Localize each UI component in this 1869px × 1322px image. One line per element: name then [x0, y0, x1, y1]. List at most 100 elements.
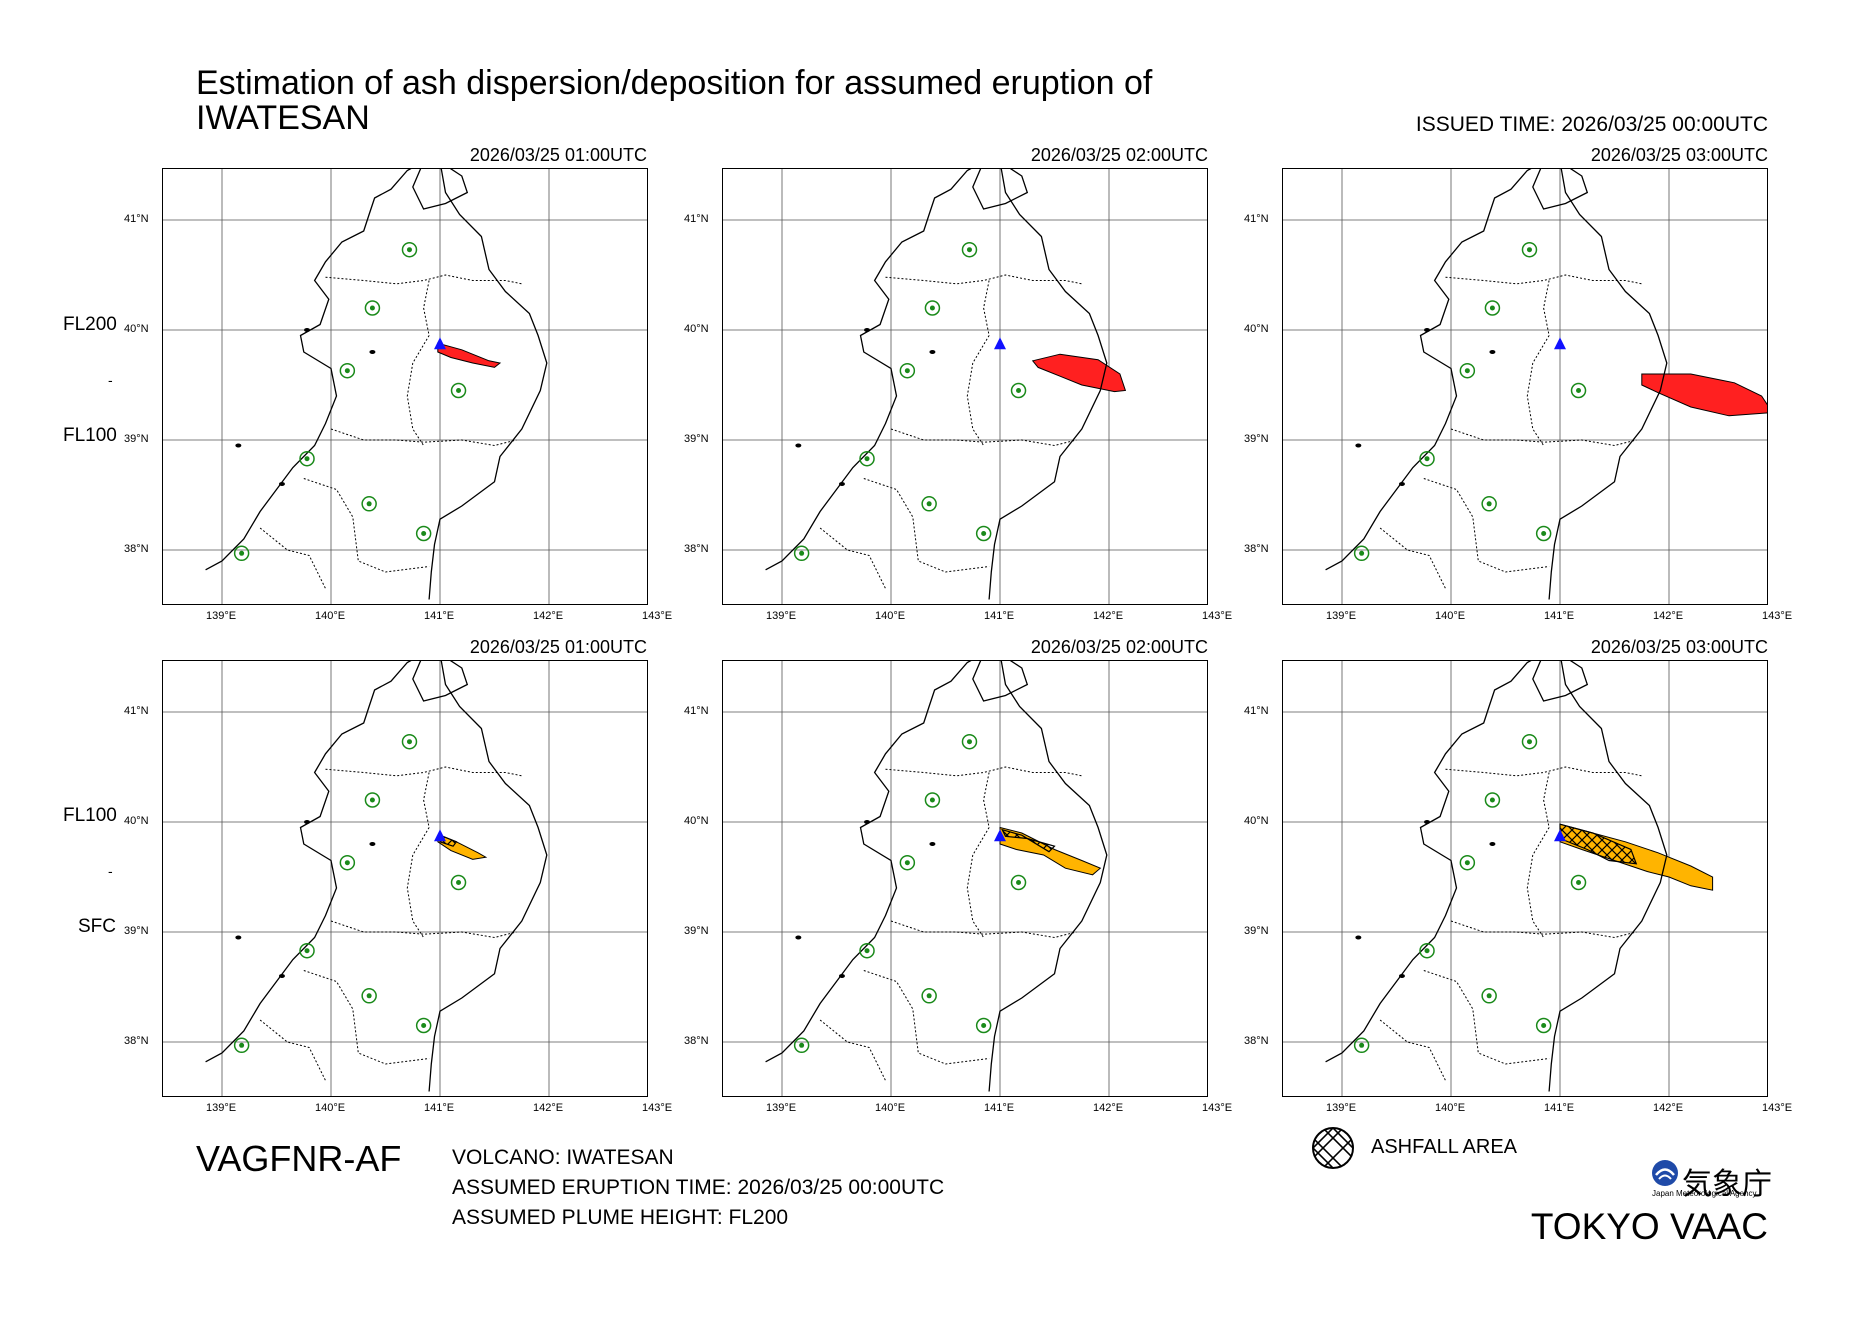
- longitude-tick-label: 141°E: [984, 1102, 1015, 1114]
- coastline: [972, 660, 1029, 702]
- island: [1355, 443, 1362, 448]
- island: [929, 842, 936, 846]
- city-marker-icon: [401, 733, 418, 750]
- prefecture-border: [1526, 772, 1550, 938]
- city-marker-dot: [1526, 739, 1532, 745]
- ash-plume-area: [437, 342, 502, 368]
- city-marker-dot: [1424, 456, 1430, 462]
- city-marker-dot: [406, 739, 412, 745]
- city-marker-dot: [369, 797, 375, 803]
- city-marker-icon: [859, 942, 875, 959]
- city-marker-icon: [1459, 362, 1476, 379]
- city-marker-icon: [1481, 496, 1497, 512]
- city-marker-dot: [1359, 550, 1365, 556]
- map-frame: [722, 168, 1208, 605]
- map-panel-r1c1: 139°E 140°E 141°E 142°E 143°E 41°N 40°N 39°N 38°…: [124, 168, 672, 622]
- issued-time: ISSUED TIME: 2026/03/25 00:00UTC: [1415, 113, 1768, 136]
- volcano-marker-icon: [1554, 337, 1566, 350]
- prefecture-border: [1423, 970, 1550, 1065]
- island: [278, 482, 285, 486]
- jma-logo-icon: [1652, 1160, 1678, 1186]
- plume-height: ASSUMED PLUME HEIGHT: FL200: [452, 1206, 789, 1229]
- city-marker-dot: [864, 948, 870, 954]
- city-marker-dot: [929, 305, 935, 311]
- city-marker-dot: [344, 368, 350, 374]
- city-marker-dot: [1486, 993, 1492, 999]
- city-marker-icon: [299, 942, 315, 959]
- panel-time-r2c3: 2026/03/25 03:00UTC: [1590, 637, 1768, 657]
- level-top-row2: FL100: [63, 805, 117, 826]
- city-marker-dot: [864, 456, 870, 462]
- longitude-tick-label: 139°E: [206, 1102, 237, 1114]
- prefecture-border: [819, 1019, 886, 1081]
- volcano-marker-icon: [994, 337, 1006, 350]
- coastline: [1532, 660, 1589, 702]
- ash-plume-area: [1641, 373, 1768, 417]
- island: [1424, 820, 1431, 824]
- island: [1398, 974, 1405, 978]
- city-marker-dot: [1464, 368, 1470, 374]
- longitude-tick-label: 139°E: [1326, 610, 1357, 622]
- city-marker-icon: [415, 525, 432, 542]
- city-marker-icon: [233, 545, 250, 562]
- ashfall-hatch-area: [1001, 828, 1056, 853]
- city-marker-icon: [415, 1017, 432, 1034]
- city-marker-icon: [961, 733, 978, 750]
- city-marker-icon: [361, 988, 377, 1004]
- ashfall-legend-label: ASHFALL AREA: [1371, 1136, 1517, 1158]
- prefecture-border: [1450, 920, 1637, 939]
- city-marker-icon: [975, 525, 992, 542]
- coastline: [765, 168, 974, 571]
- level-sep-row2: -: [108, 863, 113, 879]
- island: [929, 350, 936, 354]
- city-marker-icon: [1419, 450, 1435, 467]
- city-marker-dot: [926, 501, 932, 507]
- city-marker-icon: [1521, 733, 1538, 750]
- latitude-tick-label: 41°N: [1244, 705, 1269, 717]
- coastline: [412, 660, 469, 702]
- prefecture-border: [885, 274, 1082, 285]
- city-marker-dot: [926, 993, 932, 999]
- city-marker-icon: [1535, 525, 1552, 542]
- city-marker-dot: [799, 1042, 805, 1048]
- jma-name-jp: 気象庁: [1682, 1168, 1772, 1201]
- longitude-tick-label: 139°E: [766, 610, 797, 622]
- latitude-tick-label: 39°N: [124, 925, 149, 937]
- jma-name-en: Japan Meteorological Agency: [1652, 1189, 1757, 1198]
- prefecture-border: [330, 428, 517, 447]
- island: [864, 328, 871, 332]
- panel-time-r1c3: 2026/03/25 03:00UTC: [1590, 145, 1768, 165]
- city-marker-dot: [304, 456, 310, 462]
- city-marker-dot: [1576, 388, 1582, 393]
- longitude-tick-label: 140°E: [315, 610, 346, 622]
- volcano-marker-icon: [434, 829, 446, 842]
- island: [1355, 935, 1362, 940]
- city-marker-dot: [304, 948, 310, 954]
- city-marker-dot: [904, 860, 910, 866]
- longitude-tick-label: 142°E: [1653, 610, 1684, 622]
- city-marker-icon: [1353, 545, 1370, 562]
- latitude-tick-label: 38°N: [124, 1035, 149, 1047]
- prefecture-border: [303, 970, 430, 1065]
- longitude-tick-label: 142°E: [1653, 1102, 1684, 1114]
- map-svg-r2c2: [722, 660, 1208, 1097]
- city-marker-icon: [299, 450, 315, 467]
- prefecture-border: [1450, 428, 1637, 447]
- latitude-tick-label: 41°N: [124, 705, 149, 717]
- city-marker-icon: [793, 1037, 810, 1054]
- city-marker-dot: [406, 247, 412, 253]
- city-marker-icon: [961, 241, 978, 258]
- map-svg-r1c3: [1282, 168, 1768, 605]
- longitude-tick-label: 142°E: [1093, 1102, 1124, 1114]
- map-frame: [162, 168, 648, 605]
- latitude-tick-label: 41°N: [1244, 213, 1269, 225]
- longitude-tick-label: 141°E: [984, 610, 1015, 622]
- level-sep-row1: -: [108, 372, 113, 388]
- longitude-tick-label: 140°E: [875, 610, 906, 622]
- longitude-tick-label: 143°E: [1202, 1102, 1233, 1114]
- map-svg-r2c1: [162, 660, 648, 1097]
- prefecture-border: [966, 772, 990, 938]
- latitude-tick-label: 39°N: [684, 925, 709, 937]
- city-marker-icon: [1010, 874, 1027, 891]
- prefecture-border: [1526, 280, 1550, 446]
